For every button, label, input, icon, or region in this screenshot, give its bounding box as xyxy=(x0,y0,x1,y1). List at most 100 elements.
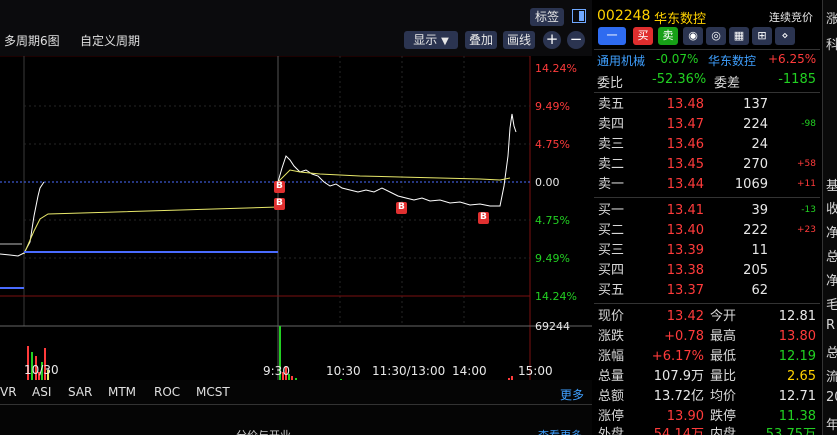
layout-icon[interactable] xyxy=(572,9,586,23)
quote-panel: 002248 华东数控 连续竞价 一 买 卖 ◉ ◎ ▦ ⊞ ⋄ 通用机械 -0… xyxy=(594,0,820,435)
quote-value: 107.9万 xyxy=(653,369,704,384)
quote-value: 11.38 xyxy=(778,409,816,424)
display-label: 显示 xyxy=(413,33,438,47)
quote-row: 总额 13.72亿 均价 12.71 xyxy=(594,386,820,407)
divider xyxy=(594,303,820,304)
ask-price: 13.47 xyxy=(666,117,704,132)
indicator-tab[interactable]: MCST xyxy=(196,385,230,399)
quote-value: +6.17% xyxy=(651,349,704,364)
indicator-tab[interactable]: ASI xyxy=(32,385,52,399)
side-text: 基 xyxy=(826,179,837,194)
quote-label: 总额 xyxy=(598,389,625,404)
buy-marker-label: B xyxy=(276,198,283,208)
ask-label: 卖二 xyxy=(598,157,625,172)
buy-marker-label: B xyxy=(398,202,405,212)
x-label: 10:30 xyxy=(326,364,361,378)
minus-icon[interactable]: 一 xyxy=(598,27,626,45)
indicator-bar: VR ASI SAR MTM ROC MCST 更多 分价与开业 查看更多 xyxy=(0,380,592,435)
side-text: 净 xyxy=(826,226,837,241)
side-text: 总 xyxy=(826,250,837,265)
draw-line-button[interactable]: 画线 xyxy=(503,31,535,49)
divider xyxy=(594,197,820,198)
stock-name-secondary[interactable]: 华东数控 xyxy=(708,54,757,68)
quote-label: 涨跌 xyxy=(598,329,625,344)
grid-icon[interactable]: ▦ xyxy=(729,27,749,45)
more-indicators-link[interactable]: 更多 xyxy=(560,388,585,402)
quote-row: 外盘 54.14万 内盘 53.75万 xyxy=(594,424,820,435)
ask-label: 卖三 xyxy=(598,137,625,152)
quote-value: 2.65 xyxy=(787,369,816,384)
target-icon[interactable]: ◎ xyxy=(706,27,726,45)
ask-volume: 270 xyxy=(743,157,768,172)
x-label: 11:30/13:00 xyxy=(372,364,446,378)
stock-name: 华东数控 xyxy=(654,12,707,27)
y-label: 4.75% xyxy=(535,214,570,227)
ask-label: 卖五 xyxy=(598,97,625,112)
ask-delta: +11 xyxy=(797,179,816,189)
display-dropdown[interactable]: 显示 ▼ xyxy=(404,31,458,49)
y-label: 4.75% xyxy=(535,138,570,151)
bid-volume: 62 xyxy=(751,283,768,298)
ask-label: 卖四 xyxy=(598,117,625,132)
side-text: 毛 xyxy=(826,298,837,313)
quote-label: 均价 xyxy=(710,389,737,404)
quote-value: +0.78 xyxy=(664,329,704,344)
tag-button[interactable]: 标签 xyxy=(530,8,564,26)
side-info-panel: 涨 科 基 收 净 总 净 毛 R 总 流 20 年 xyxy=(822,0,837,435)
indicator-tab[interactable]: MTM xyxy=(108,385,137,399)
bid-label: 买二 xyxy=(598,223,625,238)
bid-row[interactable]: 买四 13.38 205 xyxy=(594,260,820,281)
tree-icon[interactable]: ⊞ xyxy=(752,27,772,45)
indicator-tab[interactable]: SAR xyxy=(68,385,93,399)
bid-label: 买四 xyxy=(598,263,625,278)
bid-price: 13.41 xyxy=(666,203,704,218)
sector-name[interactable]: 通用机械 xyxy=(597,54,646,68)
quote-label: 最低 xyxy=(710,349,737,364)
bid-label: 买一 xyxy=(598,203,625,218)
ask-row[interactable]: 卖一 13.44 1069 +11 xyxy=(594,174,820,195)
bid-volume: 205 xyxy=(743,263,768,278)
sector-change: -0.07% xyxy=(656,52,699,66)
quote-value: 12.19 xyxy=(778,349,816,364)
ask-row[interactable]: 卖三 13.46 24 xyxy=(594,134,820,155)
grid-lines xyxy=(24,56,530,326)
bid-volume: 222 xyxy=(743,223,768,238)
buy-icon[interactable]: 买 xyxy=(633,27,653,45)
side-text: 净 xyxy=(826,274,837,289)
multi-period-tab[interactable]: 多周期6图 xyxy=(4,34,60,48)
ask-row[interactable]: 卖四 13.47 224 -98 xyxy=(594,114,820,135)
intraday-chart[interactable]: 14.24% 9.49% 4.75% 0.00 4.75% 9.49% 14.2… xyxy=(0,55,592,390)
side-text: 年 xyxy=(826,418,837,433)
quote-row: 总量 107.9万 量比 2.65 xyxy=(594,366,820,387)
ask-row[interactable]: 卖五 13.48 137 xyxy=(594,94,820,115)
zoom-in-icon[interactable]: + xyxy=(543,31,561,49)
zoom-out-icon[interactable]: − xyxy=(567,31,585,49)
indicator-tab[interactable]: ROC xyxy=(154,385,181,399)
compass-icon[interactable]: ◉ xyxy=(683,27,703,45)
bid-row[interactable]: 买三 13.39 11 xyxy=(594,240,820,261)
bid-row[interactable]: 买一 13.41 39 -13 xyxy=(594,200,820,221)
share-icon[interactable]: ⋄ xyxy=(775,27,795,45)
overlay-button[interactable]: 叠加 xyxy=(465,31,497,49)
quote-label: 今开 xyxy=(710,309,737,324)
x-label: 10/30 xyxy=(24,363,59,377)
sell-icon[interactable]: 卖 xyxy=(658,27,678,45)
quote-label: 跌停 xyxy=(710,409,737,424)
bid-delta: -13 xyxy=(801,205,816,215)
custom-period-tab[interactable]: 自定义周期 xyxy=(80,34,141,48)
bid-row[interactable]: 买五 13.37 62 xyxy=(594,280,820,301)
indicator-tab[interactable]: VR xyxy=(0,385,17,399)
y-label: 0.00 xyxy=(535,176,560,189)
ask-row[interactable]: 卖二 13.45 270 +58 xyxy=(594,154,820,175)
bid-volume: 11 xyxy=(751,243,768,258)
bid-label: 买三 xyxy=(598,243,625,258)
view-more-link[interactable]: 查看更多 xyxy=(538,427,582,435)
quote-label: 总量 xyxy=(598,369,625,384)
y-label: 9.49% xyxy=(535,252,570,265)
volume-max-label: 69244 xyxy=(535,320,570,333)
x-label: 15:00 xyxy=(518,364,553,378)
weibi-label: 委比 xyxy=(597,76,624,91)
quote-value: 12.71 xyxy=(778,389,816,404)
bid-row[interactable]: 买二 13.40 222 +23 xyxy=(594,220,820,241)
quote-label: 现价 xyxy=(598,309,625,324)
